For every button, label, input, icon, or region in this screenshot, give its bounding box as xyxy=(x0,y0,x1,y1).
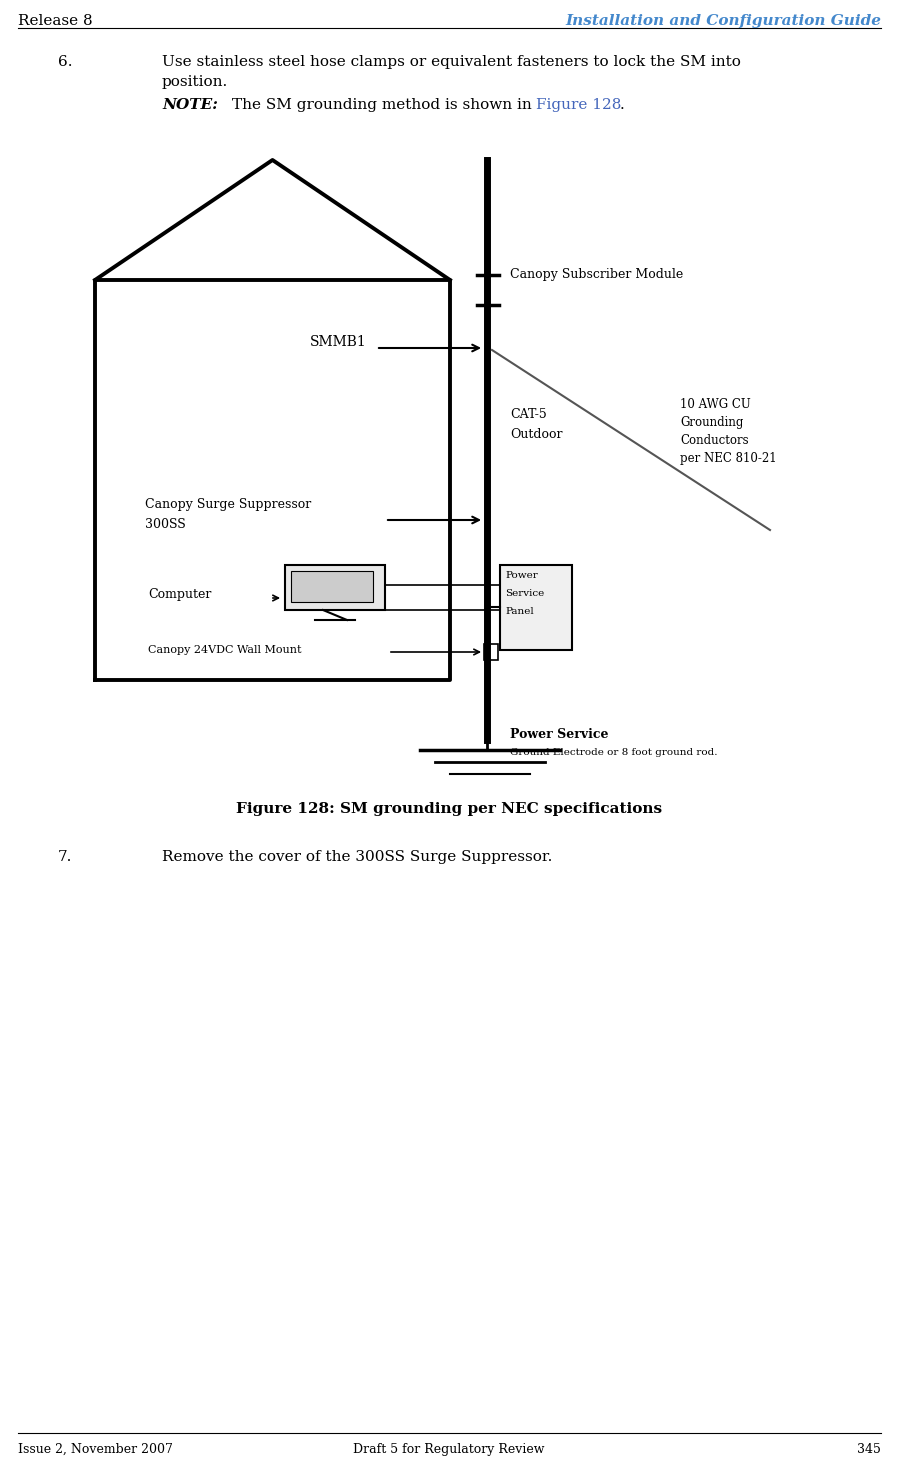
Text: 300SS: 300SS xyxy=(145,518,186,530)
Text: Installation and Configuration Guide: Installation and Configuration Guide xyxy=(565,15,881,28)
Text: Use stainless steel hose clamps or equivalent fasteners to lock the SM into: Use stainless steel hose clamps or equiv… xyxy=(162,55,741,69)
Text: Release 8: Release 8 xyxy=(18,15,93,28)
Text: Figure 128: SM grounding per NEC specifications: Figure 128: SM grounding per NEC specifi… xyxy=(236,801,662,816)
Text: Remove the cover of the 300SS Surge Suppressor.: Remove the cover of the 300SS Surge Supp… xyxy=(162,850,552,865)
Text: .: . xyxy=(620,99,625,112)
Text: position.: position. xyxy=(162,75,228,88)
Text: SMMB1: SMMB1 xyxy=(310,334,367,349)
Bar xyxy=(285,566,385,610)
Text: Issue 2, November 2007: Issue 2, November 2007 xyxy=(18,1444,173,1455)
Text: Canopy 24VDC Wall Mount: Canopy 24VDC Wall Mount xyxy=(148,645,301,655)
Text: Conductors: Conductors xyxy=(680,435,749,446)
Text: Computer: Computer xyxy=(148,588,211,601)
Text: Figure 128: Figure 128 xyxy=(536,99,621,112)
Text: Panel: Panel xyxy=(505,607,534,616)
Text: NOTE:: NOTE: xyxy=(162,99,218,112)
Text: per NEC 810-21: per NEC 810-21 xyxy=(680,452,777,465)
Text: Canopy Surge Suppressor: Canopy Surge Suppressor xyxy=(145,498,311,511)
Text: CAT-5: CAT-5 xyxy=(510,408,547,421)
Text: Draft 5 for Regulatory Review: Draft 5 for Regulatory Review xyxy=(353,1444,545,1455)
Text: The SM grounding method is shown in: The SM grounding method is shown in xyxy=(232,99,531,112)
Bar xyxy=(484,644,498,660)
Bar xyxy=(500,566,572,650)
Text: 7.: 7. xyxy=(58,850,73,865)
Text: 10 AWG CU: 10 AWG CU xyxy=(680,398,751,411)
Text: Ground Electrode or 8 foot ground rod.: Ground Electrode or 8 foot ground rod. xyxy=(510,748,717,757)
Text: Service: Service xyxy=(505,589,544,598)
Text: Canopy Subscriber Module: Canopy Subscriber Module xyxy=(510,268,683,281)
Text: Grounding: Grounding xyxy=(680,415,743,429)
Text: 345: 345 xyxy=(857,1444,881,1455)
Text: Power: Power xyxy=(505,572,538,580)
Text: Outdoor: Outdoor xyxy=(510,429,563,440)
Bar xyxy=(291,572,373,602)
Text: 6.: 6. xyxy=(58,55,73,69)
Text: Power Service: Power Service xyxy=(510,728,609,741)
